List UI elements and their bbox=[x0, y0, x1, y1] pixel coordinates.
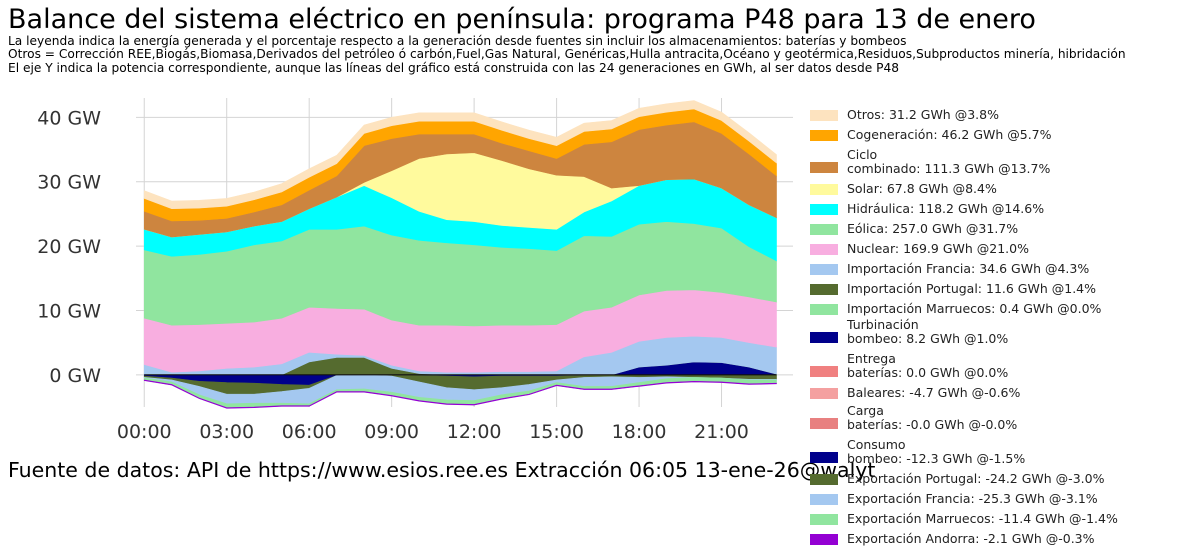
legend-swatch bbox=[810, 224, 838, 235]
legend-label: Importación Francia: 34.6 GWh @4.3% bbox=[847, 261, 1090, 276]
x-tick-label: 15:00 bbox=[529, 421, 584, 443]
data-source-footer: Fuente de datos: API de https://www.esio… bbox=[8, 458, 876, 482]
legend-label: Baleares: -4.7 GWh @-0.6% bbox=[847, 385, 1021, 400]
legend-swatch bbox=[810, 110, 838, 121]
legend-swatch bbox=[810, 244, 838, 255]
legend-swatch bbox=[810, 204, 838, 215]
legend-label: Importación Portugal: 11.6 GWh @1.4% bbox=[847, 281, 1096, 296]
legend-label: Entrega baterías: 0.0 GWh @0.0% bbox=[847, 351, 1009, 380]
legend-label: Solar: 67.8 GWh @8.4% bbox=[847, 181, 997, 196]
legend-swatch bbox=[810, 514, 838, 525]
x-tick-label: 12:00 bbox=[447, 421, 502, 443]
legend-label: Importación Marruecos: 0.4 GWh @0.0% bbox=[847, 301, 1102, 316]
legend-label: Turbinación bombeo: 8.2 GWh @1.0% bbox=[847, 317, 1009, 346]
y-tick-label: 20 GW bbox=[37, 236, 101, 258]
legend-swatch bbox=[810, 130, 838, 141]
legend-swatch bbox=[810, 332, 838, 343]
x-tick-label: 18:00 bbox=[612, 421, 667, 443]
x-tick-label: 00:00 bbox=[117, 421, 172, 443]
legend-label: Exportación Marruecos: -11.4 GWh @-1.4% bbox=[847, 511, 1118, 526]
legend-swatch bbox=[810, 304, 838, 315]
legend-label: Exportación Francia: -25.3 GWh @-3.1% bbox=[847, 491, 1098, 506]
area-neg-exportacion-andorra bbox=[143, 379, 777, 409]
legend-label: Eólica: 257.0 GWh @31.7% bbox=[847, 221, 1019, 236]
legend-swatch bbox=[810, 184, 838, 195]
legend-swatch bbox=[810, 452, 838, 463]
legend-label: Exportación Portugal: -24.2 GWh @-3.0% bbox=[847, 471, 1105, 486]
legend-swatch bbox=[810, 474, 838, 485]
legend-swatch bbox=[810, 162, 838, 173]
chart-legend: Otros: 31.2 GWh @3.8% Cogeneración: 46.2 … bbox=[808, 108, 1200, 558]
y-tick-label: 10 GW bbox=[37, 300, 101, 322]
legend-swatch bbox=[810, 366, 838, 377]
y-tick-label: 40 GW bbox=[37, 107, 101, 129]
legend-swatch bbox=[810, 264, 838, 275]
legend-swatch bbox=[810, 418, 838, 429]
x-tick-label: 06:00 bbox=[282, 421, 337, 443]
y-tick-label: 30 GW bbox=[37, 172, 101, 194]
legend-label: Carga baterías: -0.0 GWh @-0.0% bbox=[847, 403, 1018, 432]
chart-subtitle-line-3: El eje Y indica la potencia correspondie… bbox=[8, 61, 899, 75]
legend-label: Consumo bombeo: -12.3 GWh @-1.5% bbox=[847, 437, 1026, 466]
legend-label: Hidráulica: 118.2 GWh @14.6% bbox=[847, 201, 1045, 216]
x-tick-label: 21:00 bbox=[694, 421, 749, 443]
legend-swatch bbox=[810, 284, 838, 295]
area-otros bbox=[143, 100, 777, 210]
legend-label: Otros: 31.2 GWh @3.8% bbox=[847, 107, 999, 122]
chart-subtitle-line-2: Otros = Corrección REE,Biogás,Biomasa,De… bbox=[8, 47, 1126, 61]
legend-swatch bbox=[810, 534, 838, 545]
legend-label: Exportación Andorra: -2.1 GWh @-0.3% bbox=[847, 531, 1095, 546]
x-tick-label: 09:00 bbox=[364, 421, 419, 443]
legend-label: Cogeneración: 46.2 GWh @5.7% bbox=[847, 127, 1052, 142]
y-tick-label: 0 GW bbox=[49, 365, 101, 387]
legend-swatch bbox=[810, 388, 838, 399]
legend-swatch bbox=[810, 494, 838, 505]
chart-subtitle-line-1: La leyenda indica la energía generada y … bbox=[8, 34, 907, 48]
legend-label: Ciclo combinado: 111.3 GWh @13.7% bbox=[847, 147, 1051, 176]
legend-label: Nuclear: 169.9 GWh @21.0% bbox=[847, 241, 1029, 256]
x-tick-label: 03:00 bbox=[199, 421, 254, 443]
chart-title: Balance del sistema eléctrico en penínsu… bbox=[8, 4, 1036, 35]
